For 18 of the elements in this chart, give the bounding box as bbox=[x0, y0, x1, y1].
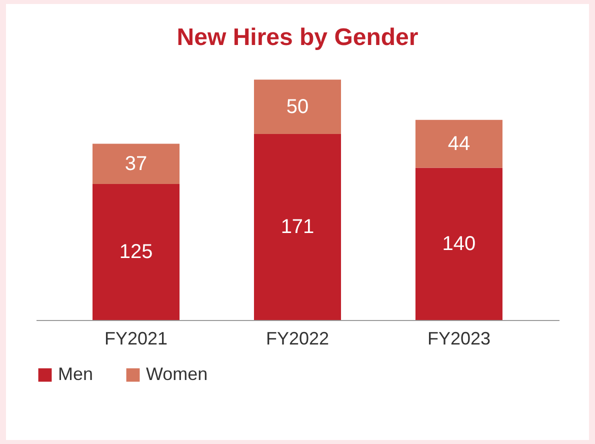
bar bbox=[254, 80, 342, 134]
data-label: 140 bbox=[442, 232, 476, 255]
x-tick-label: FY2022 bbox=[266, 328, 330, 348]
bar bbox=[415, 168, 502, 320]
bar bbox=[92, 184, 180, 320]
legend-label: Men bbox=[58, 364, 94, 384]
data-label: 125 bbox=[119, 241, 153, 264]
legend-label: Women bbox=[146, 364, 208, 384]
data-label: 44 bbox=[448, 132, 470, 155]
bar bbox=[92, 144, 180, 184]
bar bbox=[415, 120, 502, 168]
x-tick-label: FY2023 bbox=[427, 328, 490, 348]
chart-title: New Hires by Gender bbox=[176, 24, 418, 51]
x-tick-label: FY2021 bbox=[104, 328, 168, 348]
data-label: 37 bbox=[124, 152, 148, 175]
data-label: 50 bbox=[286, 96, 309, 118]
data-label: 171 bbox=[280, 216, 314, 238]
bar bbox=[254, 134, 342, 320]
